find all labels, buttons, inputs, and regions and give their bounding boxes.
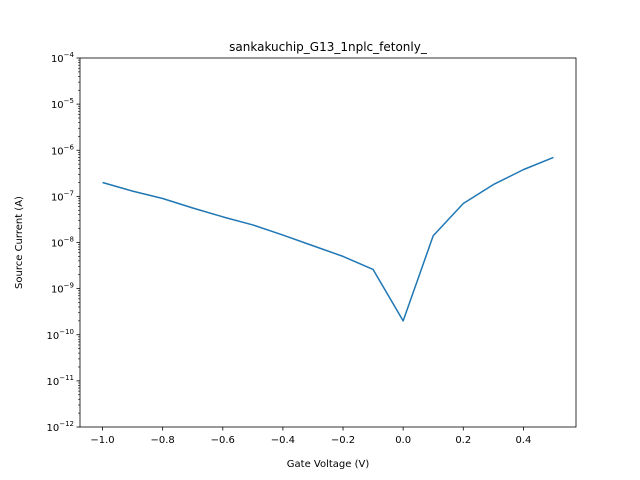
x-axis-ticks: −1.0 −0.8 −0.6 −0.4 −0.2 0.0 0.2 0.4 [90,427,531,446]
plot-frame [79,57,577,428]
x-tick-label: −1.0 [90,435,114,446]
x-axis-label: Gate Voltage (V) [287,459,370,470]
x-tick-label: −0.4 [271,435,295,446]
x-tick-label: 0.2 [455,435,471,446]
series-layer [102,156,554,322]
x-tick-label: 0.4 [515,435,531,446]
x-tick-label: 0.0 [395,435,411,446]
x-tick-label: −0.2 [331,435,355,446]
chart-title: sankakuchip_G13_1nplc_fetonly_ [229,40,428,54]
x-tick-label: −0.6 [211,435,235,446]
y-axis-label: Source Current (A) [14,196,25,289]
x-tick-label: −0.8 [151,435,175,446]
series-line [102,156,554,322]
